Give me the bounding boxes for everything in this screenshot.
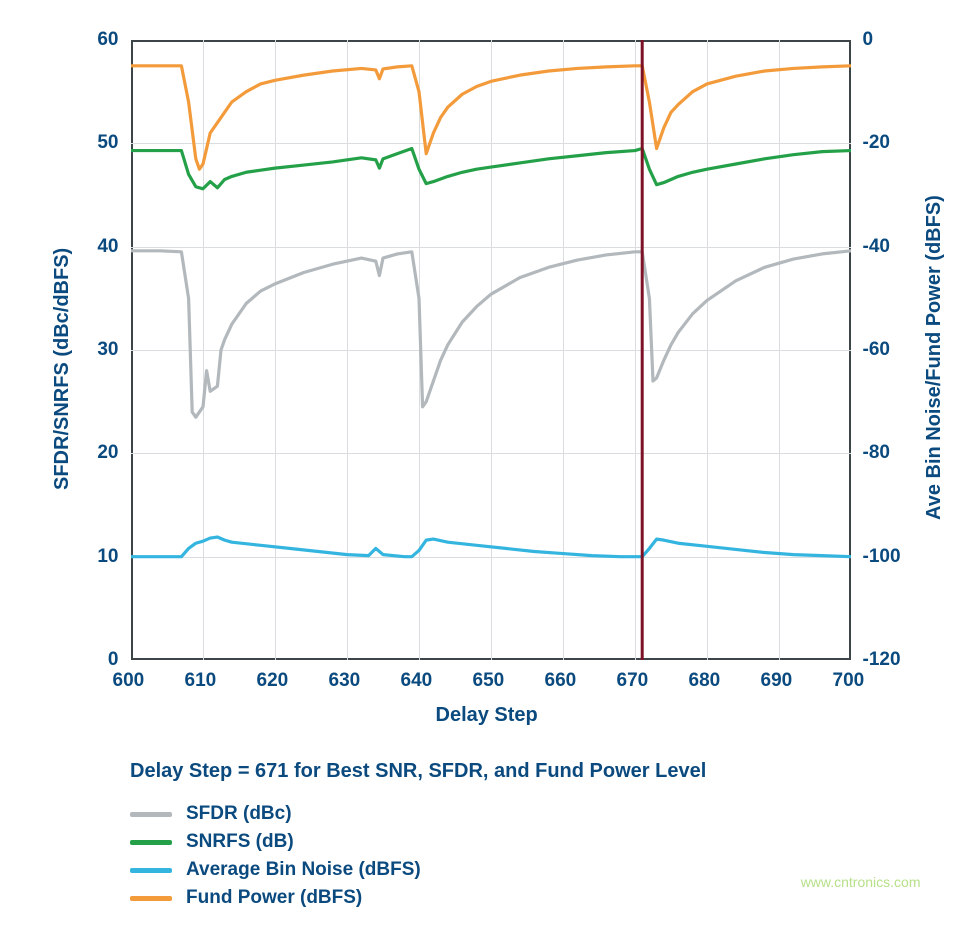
legend-label: SNRFS (dB) [186, 831, 294, 853]
x-tick-label: 700 [833, 670, 865, 692]
series-fundpower [131, 66, 851, 169]
legend-item: SFDR (dBc) [130, 803, 931, 825]
x-tick-label: 600 [113, 670, 145, 692]
chart-svg [31, 30, 931, 670]
series-snrfs [131, 149, 851, 189]
legend-swatch [130, 840, 172, 845]
x-tick-label: 620 [257, 670, 289, 692]
legend-label: Average Bin Noise (dBFS) [186, 859, 421, 881]
legend-label: Fund Power (dBFS) [186, 887, 362, 909]
x-tick-label: 660 [545, 670, 577, 692]
x-tick-label: 630 [329, 670, 361, 692]
watermark: www.cntronics.com [801, 874, 921, 890]
chart-container: 6006106206306406506606706806907000-12010… [31, 30, 931, 740]
legend-item: Fund Power (dBFS) [130, 887, 931, 909]
x-tick-label: 670 [617, 670, 649, 692]
series-sfdr [131, 251, 851, 417]
x-tick-label: 680 [689, 670, 721, 692]
legend-swatch [130, 812, 172, 817]
legend-label: SFDR (dBc) [186, 803, 292, 825]
legend-item: SNRFS (dB) [130, 831, 931, 853]
legend-swatch [130, 896, 172, 901]
x-tick-label: 610 [185, 670, 217, 692]
legend: SFDR (dBc) SNRFS (dB) Average Bin Noise (d… [130, 803, 931, 909]
chart-caption: Delay Step = 671 for Best SNR, SFDR, and… [130, 760, 931, 783]
x-tick-label: 650 [473, 670, 505, 692]
series-avgbin [131, 537, 851, 557]
x-tick-label: 640 [401, 670, 433, 692]
x-tick-label: 690 [761, 670, 793, 692]
legend-swatch [130, 868, 172, 873]
x-axis-title: Delay Step [436, 704, 538, 727]
